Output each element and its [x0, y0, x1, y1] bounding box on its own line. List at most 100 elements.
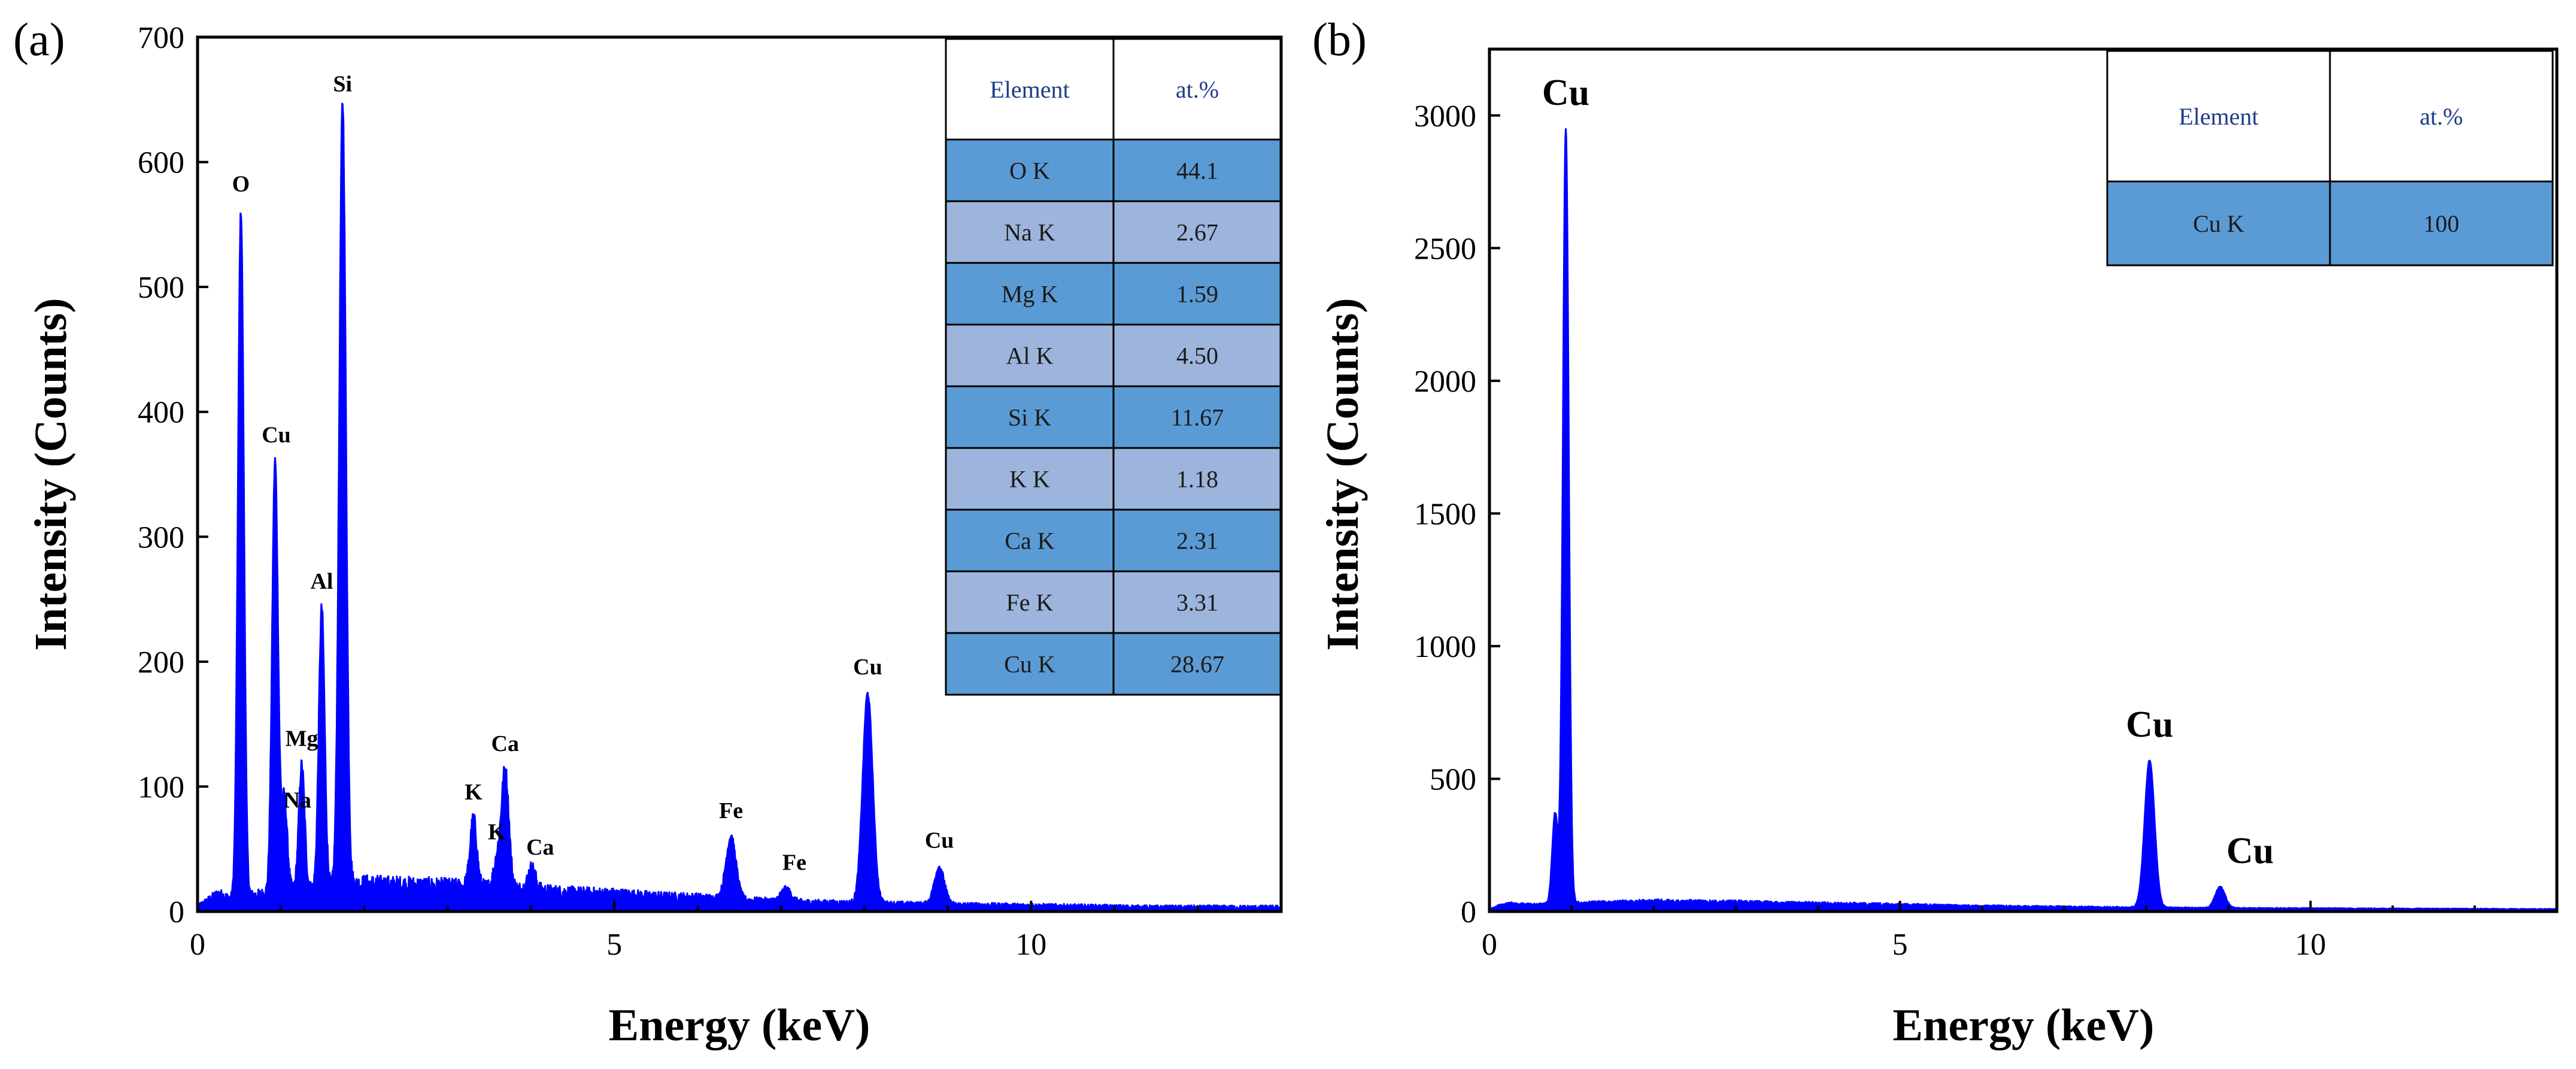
y-tick-label: 700: [138, 21, 184, 55]
y-tick-label: 300: [138, 520, 184, 555]
peak-label-cu: Cu: [853, 655, 882, 680]
table-value-text: 2.31: [1176, 528, 1218, 555]
y-tick-label: 600: [138, 146, 184, 180]
table-element-text: K K: [1009, 466, 1050, 493]
table-element-text: Fe K: [1006, 589, 1054, 616]
y-tick-label: 0: [169, 895, 184, 929]
x-tick-label: 0: [1482, 928, 1497, 962]
table-cell: [1112, 385, 1282, 449]
table-element-text: Na K: [1004, 219, 1055, 246]
table-cell: [1112, 323, 1282, 387]
table-element-text: Mg K: [1002, 281, 1058, 308]
table-cell: [945, 447, 1115, 511]
table-value-text: 11.67: [1171, 404, 1224, 431]
spectrum-b-layer: [1488, 128, 2558, 913]
plot-frame-a: [196, 35, 1283, 913]
table-value-text: 2.67: [1176, 219, 1218, 246]
peak-label-cu: Cu: [1542, 72, 1589, 113]
table-header-text: Element: [990, 76, 1069, 103]
peak-label-al: Al: [310, 569, 333, 594]
table-element-text: Cu K: [1004, 651, 1055, 678]
x-tick-label: 10: [2295, 928, 2326, 962]
peak-label-ca: Ca: [526, 835, 554, 860]
table-value-text: 1.18: [1176, 466, 1218, 493]
table-element-text: Ca K: [1005, 528, 1054, 555]
peak-label-cu: Cu: [925, 828, 954, 853]
peak-label-na: Na: [284, 788, 311, 813]
peak-label-mg: Mg: [286, 726, 318, 752]
table-cell: [945, 508, 1115, 573]
y-tick-label: 0: [1461, 895, 1476, 929]
peak-label-fe: Fe: [719, 798, 743, 823]
table-value-text: 1.59: [1176, 281, 1218, 308]
x-tick-label: 10: [1015, 928, 1046, 962]
y-tick-label: 3000: [1414, 99, 1476, 134]
composition-table-a: Element at.% O K 44.1 Na K 2.67 Mg K 1.59 Al K 4.…: [945, 38, 1282, 696]
table-header-text: at.%: [1176, 76, 1219, 103]
spectrum-a-layer: [196, 102, 1282, 913]
x-axis-label-b: Energy (keV): [1893, 1000, 2155, 1050]
table-header-text: at.%: [2420, 103, 2463, 130]
peak-label-k: K: [465, 780, 483, 805]
x-tick-label: 5: [1892, 928, 1908, 962]
table-cell: [1112, 632, 1282, 696]
table-header-text: Element: [2178, 103, 2258, 130]
y-axis-label-b: Intensity (Counts): [1318, 298, 1368, 650]
y-tick-label: 2500: [1414, 232, 1476, 266]
spectrum-trace-b: [1488, 128, 2558, 913]
peak-label-k: K: [488, 819, 506, 844]
peak-label-ca: Ca: [491, 731, 519, 756]
y-tick-label: 500: [138, 271, 184, 305]
y-tick-label: 2000: [1414, 365, 1476, 399]
table-value-text: 100: [2423, 210, 2459, 237]
peak-labels-a: O Cu Na Mg Al Si KK Ca Ca Fe Fe Cu Cu: [232, 72, 954, 876]
x-tick-label: 5: [606, 928, 622, 962]
table-element-text: Cu K: [2193, 210, 2244, 237]
x-tick-label: 0: [190, 928, 205, 962]
plot-frame-b: [1488, 47, 2559, 913]
table-cell: [2106, 180, 2331, 267]
peak-label-fe: Fe: [782, 850, 806, 876]
composition-table-b: Element at.% Cu K 100: [2106, 50, 2554, 267]
y-tick-label: 1500: [1414, 497, 1476, 531]
table-value-text: 28.67: [1170, 651, 1224, 678]
table-cell: [1112, 508, 1282, 573]
panel-label-a: (a): [13, 13, 65, 65]
table-cell: [945, 570, 1115, 634]
table-cell: [945, 632, 1115, 696]
table-cell: [945, 262, 1115, 326]
table-cell: [1112, 447, 1282, 511]
peak-labels-b: Cu Cu Cu: [1542, 72, 2274, 871]
y-tick-label: 200: [138, 646, 184, 680]
peak-label-o: O: [232, 171, 250, 196]
peak-label-si: Si: [333, 72, 352, 97]
table-header-cell: [2329, 50, 2554, 183]
table-value-text: 4.50: [1176, 343, 1218, 370]
table-header-cell: [1112, 38, 1282, 141]
table-element-text: Al K: [1006, 343, 1054, 370]
table-element-text: Si K: [1008, 404, 1051, 431]
panel-label-b: (b): [1312, 13, 1367, 65]
table-element-text: O K: [1009, 158, 1050, 184]
table-value-text: 3.31: [1176, 589, 1218, 616]
y-tick-label: 1000: [1414, 630, 1476, 664]
peak-label-cu: Cu: [2126, 704, 2173, 745]
peak-label-cu: Cu: [2226, 831, 2274, 871]
peak-label-cu: Cu: [262, 423, 291, 448]
y-axis-label-a: Intensity (Counts): [26, 298, 76, 650]
table-value-text: 44.1: [1176, 158, 1218, 184]
x-axis-label-a: Energy (keV): [609, 1000, 870, 1050]
y-tick-label: 100: [138, 770, 184, 804]
y-tick-label: 500: [1430, 762, 1476, 797]
table-cell: [1112, 200, 1282, 264]
spectrum-trace-a: [196, 102, 1282, 913]
table-cell: [2329, 180, 2554, 267]
table-cell: [1112, 262, 1282, 326]
y-tick-label: 400: [138, 396, 184, 430]
